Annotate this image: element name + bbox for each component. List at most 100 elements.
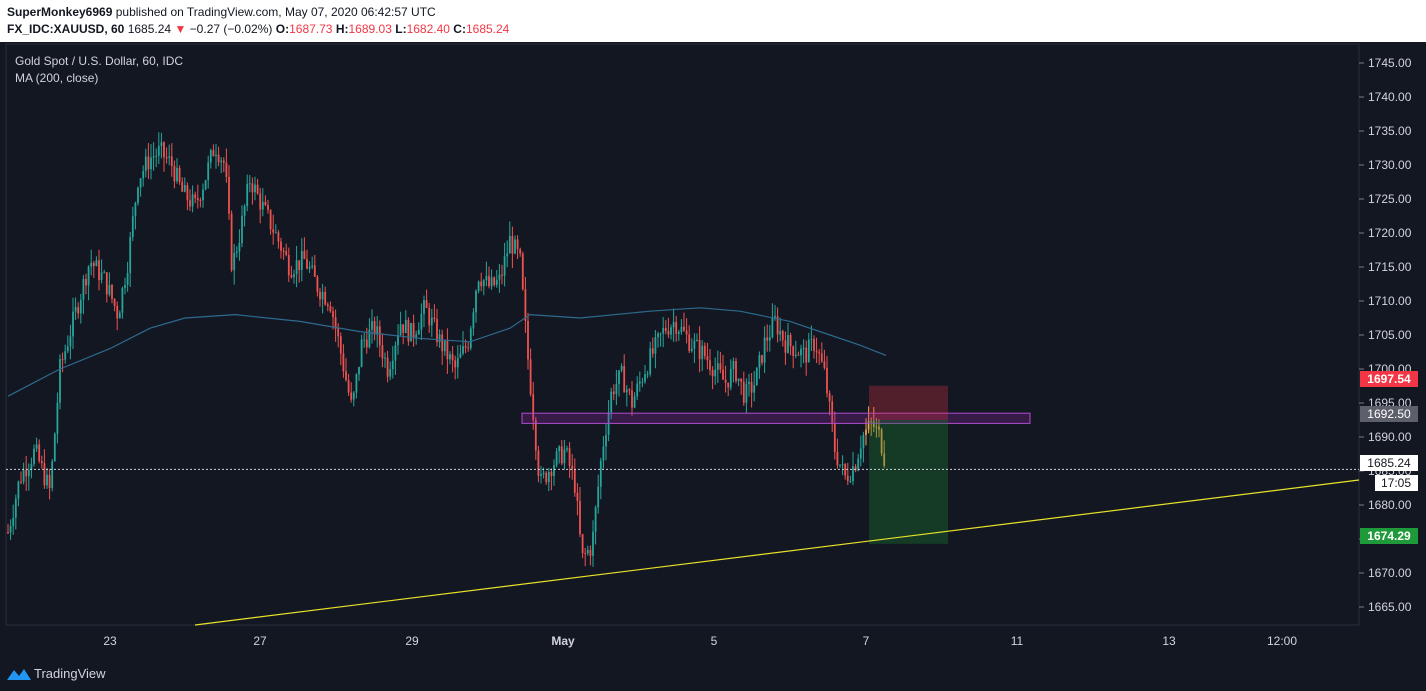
candle-body: [293, 274, 295, 278]
candle-body: [537, 450, 540, 476]
candle-body: [35, 444, 38, 449]
trendline[interactable]: [194, 479, 1360, 626]
author-name[interactable]: SuperMonkey6969: [7, 5, 113, 19]
price-tick-label: 1680.00: [1368, 498, 1412, 512]
candle-body: [407, 319, 410, 342]
high-label: H:: [335, 22, 349, 36]
candle-body: [620, 366, 623, 371]
candle-body: [464, 346, 467, 348]
chart-canvas[interactable]: 1745.00 1740.00 1735.00 1730.00 1725.00 1720.…: [0, 42, 1426, 655]
candle-body: [113, 299, 116, 306]
candle-body: [755, 367, 758, 386]
candle-body: [644, 374, 646, 382]
candle-body: [230, 213, 233, 271]
candle-body: [779, 330, 782, 335]
candle-body: [251, 183, 254, 193]
candle-body: [787, 334, 789, 353]
candle-body: [303, 250, 306, 259]
candle-body: [659, 333, 662, 335]
candle-body: [14, 498, 17, 518]
candle-body: [636, 383, 639, 397]
candle-body: [378, 326, 381, 346]
candle-body: [488, 275, 490, 287]
candle-body: [233, 252, 236, 271]
candle-body: [813, 338, 815, 351]
candle-body: [542, 472, 545, 475]
candle-body: [274, 232, 277, 234]
candle-body: [690, 348, 693, 351]
candle-body: [241, 215, 243, 243]
candle-body: [703, 345, 706, 357]
candle-body: [191, 194, 194, 207]
price-tick-label: 1690.00: [1368, 430, 1412, 444]
candle-body: [329, 306, 332, 312]
candle-body: [436, 318, 438, 343]
candle-body: [462, 346, 464, 354]
candle-body: [139, 178, 142, 188]
candle-body: [727, 382, 730, 388]
price-tick-label: 1670.00: [1368, 566, 1412, 580]
candle-body: [586, 549, 589, 554]
candle-body: [69, 336, 72, 347]
published-text: published on TradingView.com, May 07, 20…: [115, 5, 436, 19]
candle-body: [209, 150, 212, 163]
candle-body: [547, 471, 550, 483]
candle-body: [482, 280, 485, 287]
candle-body: [339, 336, 342, 354]
price-tick-label: 1715.00: [1368, 260, 1412, 274]
time-tick-label: 27: [253, 634, 267, 648]
candle-body: [807, 339, 810, 363]
candle-body: [43, 463, 46, 486]
candle-body: [750, 381, 753, 393]
time-axis[interactable]: 23 27 29 May 5 7 11 13 12:00: [103, 634, 1297, 648]
candle-body: [126, 273, 129, 286]
candle-body: [675, 322, 678, 334]
candle-body: [243, 206, 246, 216]
candle-body: [295, 260, 298, 275]
candle-body: [246, 183, 249, 207]
candle-body: [59, 359, 61, 403]
candle-body: [220, 160, 223, 163]
price-tick-label: 1735.00: [1368, 124, 1412, 138]
candle-body: [150, 157, 152, 170]
candle-body: [77, 307, 80, 314]
candle-body: [397, 334, 399, 346]
candle-body: [285, 250, 288, 255]
legend-indicator[interactable]: MA (200, close): [15, 71, 99, 85]
candle-body: [235, 251, 238, 253]
candle-body: [269, 209, 272, 230]
candle-body: [826, 367, 828, 394]
candle-body: [685, 330, 688, 335]
candle-body: [7, 532, 9, 534]
candle-body: [38, 444, 41, 462]
take-profit-zone[interactable]: [869, 420, 948, 544]
price-tick-label: 1740.00: [1368, 90, 1412, 104]
candle-body: [618, 370, 620, 385]
candle-body: [352, 392, 355, 400]
candle-body: [469, 328, 472, 349]
candle-body: [248, 183, 251, 185]
candle-body: [430, 317, 433, 326]
candle-body: [178, 167, 181, 182]
candle-body: [256, 184, 259, 194]
candle-body: [766, 337, 769, 341]
candle-body: [880, 429, 883, 454]
stop-loss-zone[interactable]: [869, 385, 948, 420]
candle-body: [74, 307, 77, 312]
candle-body: [417, 329, 420, 335]
footer-brand[interactable]: TradingView: [34, 666, 106, 681]
candle-body: [631, 390, 633, 408]
candle-body: [649, 348, 652, 375]
candle-body: [709, 360, 711, 371]
candle-body: [46, 474, 48, 486]
price-tick-label: 1745.00: [1368, 56, 1412, 70]
candle-body: [605, 434, 607, 447]
candle-body: [449, 354, 451, 360]
candle-body: [722, 369, 724, 380]
candle-body: [646, 374, 649, 376]
candle-body: [170, 156, 173, 166]
candle-body: [12, 517, 15, 526]
candle-body: [204, 180, 207, 190]
support-zone-rect[interactable]: [521, 412, 1031, 424]
price-axis[interactable]: 1745.00 1740.00 1735.00 1730.00 1725.00 1720.…: [1359, 56, 1412, 614]
